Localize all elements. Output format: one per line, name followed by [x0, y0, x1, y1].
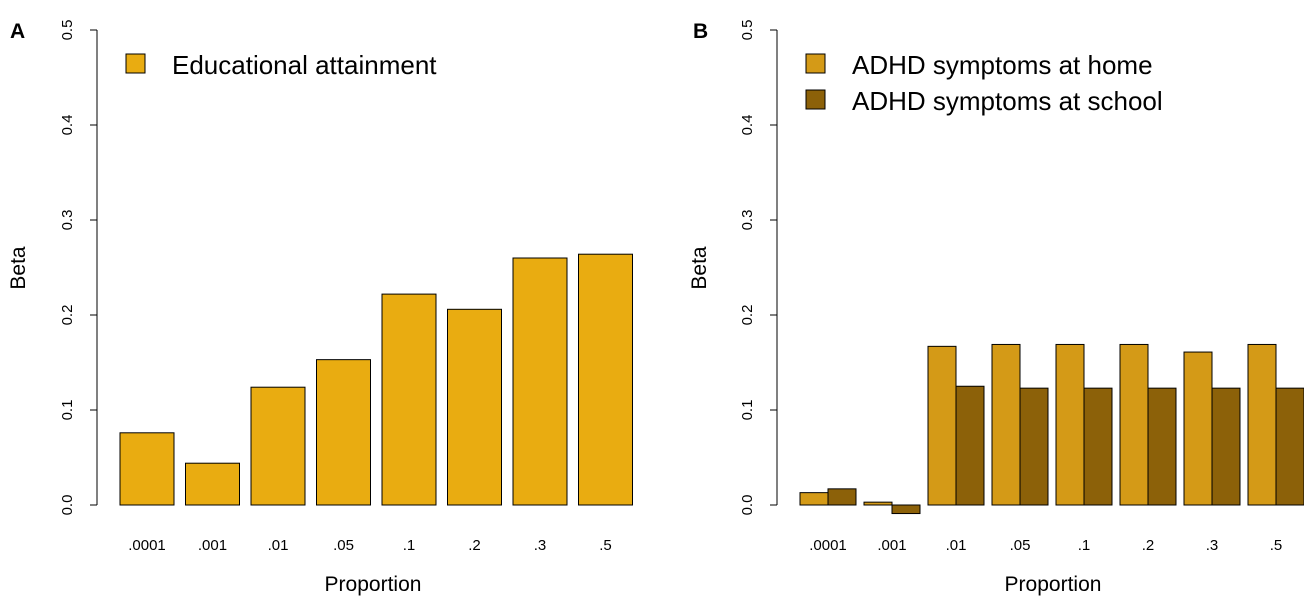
bar-educational-attainment-05 — [316, 359, 371, 506]
legend-key-adhd-home — [805, 53, 826, 74]
x-tick-label: .3 — [534, 537, 547, 554]
x-tick-label: .5 — [599, 537, 612, 554]
x-tick-label: .01 — [268, 537, 289, 554]
y-tick-label: 0.3 — [59, 210, 76, 231]
bar-educational-attainment-1 — [381, 293, 437, 506]
x-tick-label: .001 — [877, 537, 906, 554]
panel-b-x-tick-labels: .0001 .001 .01 .05 .1 .2 .3 .5 — [809, 537, 1282, 554]
panel-a-bars — [119, 253, 633, 506]
x-tick-label: .1 — [403, 537, 416, 554]
bar-adhd-symptoms-at-home-3 — [1183, 351, 1213, 506]
panel-a-letter: A — [10, 20, 25, 43]
bar-adhd-symptoms-at-school-1 — [1083, 387, 1113, 506]
bar-adhd-symptoms-at-school-05 — [1019, 387, 1049, 506]
legend-label-adhd-school: ADHD symptoms at school — [852, 86, 1163, 116]
bar-adhd-symptoms-at-home-1 — [1055, 343, 1085, 506]
x-tick-label: .1 — [1078, 537, 1091, 554]
bar-adhd-symptoms-at-school-2 — [1147, 387, 1177, 506]
y-tick-label: 0.3 — [739, 210, 756, 231]
bar-adhd-symptoms-at-home-5 — [1247, 343, 1277, 506]
y-tick-label: 0.0 — [739, 495, 756, 516]
x-tick-label: .001 — [198, 537, 227, 554]
y-tick-label: 0.2 — [739, 305, 756, 326]
x-tick-label: .2 — [468, 537, 481, 554]
x-tick-label: .5 — [1270, 537, 1283, 554]
panel-b-y-axis-label: Beta — [688, 246, 711, 290]
x-tick-label: .0001 — [128, 537, 166, 554]
y-tick-label: 0.0 — [59, 495, 76, 516]
bar-adhd-symptoms-at-school-3 — [1211, 387, 1241, 506]
y-tick-label: 0.4 — [59, 115, 76, 136]
legend-key-adhd-school — [805, 89, 826, 110]
panel-a: A Beta Proportion 0.0 0.1 0.2 0.3 0.4 0.5 .00… — [7, 20, 633, 596]
y-tick-label: 0.5 — [59, 20, 76, 41]
bar-adhd-symptoms-at-school-5 — [1275, 387, 1304, 506]
y-tick-label: 0.1 — [739, 400, 756, 421]
bar-educational-attainment-5 — [578, 253, 633, 506]
panel-b-legend: ADHD symptoms at home ADHD symptoms at s… — [805, 50, 1163, 116]
bar-adhd-symptoms-at-school-001 — [891, 504, 921, 515]
panel-a-y-axis: 0.0 0.1 0.2 0.3 0.4 0.5 — [59, 20, 98, 516]
y-tick-label: 0.4 — [739, 115, 756, 136]
bar-adhd-symptoms-at-school-01 — [955, 385, 985, 506]
bar-educational-attainment-3 — [512, 257, 568, 506]
x-tick-label: .01 — [946, 537, 967, 554]
bar-educational-attainment-01 — [250, 386, 306, 506]
panel-b-letter: B — [693, 20, 708, 43]
legend-label-educational-attainment: Educational attainment — [172, 50, 437, 80]
panel-a-legend: Educational attainment — [125, 50, 437, 80]
legend-key-educational-attainment — [125, 53, 146, 74]
x-tick-label: .3 — [1206, 537, 1219, 554]
legend-label-adhd-home: ADHD symptoms at home — [852, 50, 1153, 80]
x-tick-label: .2 — [1142, 537, 1155, 554]
bar-adhd-symptoms-at-home-001 — [863, 501, 893, 506]
bar-educational-attainment-2 — [447, 308, 502, 506]
bar-educational-attainment-0001 — [119, 432, 175, 506]
panel-b: B Beta Proportion 0.0 0.1 0.2 0.3 0.4 0.5 .00… — [688, 20, 1304, 596]
x-tick-label: .05 — [333, 537, 354, 554]
bar-educational-attainment-001 — [185, 462, 240, 506]
y-tick-label: 0.2 — [59, 305, 76, 326]
bar-adhd-symptoms-at-school-0001 — [827, 488, 857, 506]
panel-a-x-axis-label: Proportion — [325, 573, 422, 596]
bar-adhd-symptoms-at-home-05 — [991, 343, 1021, 506]
panel-b-y-axis: 0.0 0.1 0.2 0.3 0.4 0.5 — [739, 20, 778, 516]
y-tick-label: 0.5 — [739, 20, 756, 41]
panel-b-x-axis-label: Proportion — [1005, 573, 1102, 596]
panel-a-y-axis-label: Beta — [7, 246, 30, 290]
bar-adhd-symptoms-at-home-01 — [927, 345, 957, 506]
bar-adhd-symptoms-at-home-0001 — [799, 492, 829, 506]
bar-adhd-symptoms-at-home-2 — [1119, 343, 1149, 506]
x-tick-label: .05 — [1010, 537, 1031, 554]
panel-b-bars — [799, 343, 1304, 515]
y-tick-label: 0.1 — [59, 400, 76, 421]
x-tick-label: .0001 — [809, 537, 847, 554]
panel-a-x-tick-labels: .0001 .001 .01 .05 .1 .2 .3 .5 — [128, 537, 612, 554]
